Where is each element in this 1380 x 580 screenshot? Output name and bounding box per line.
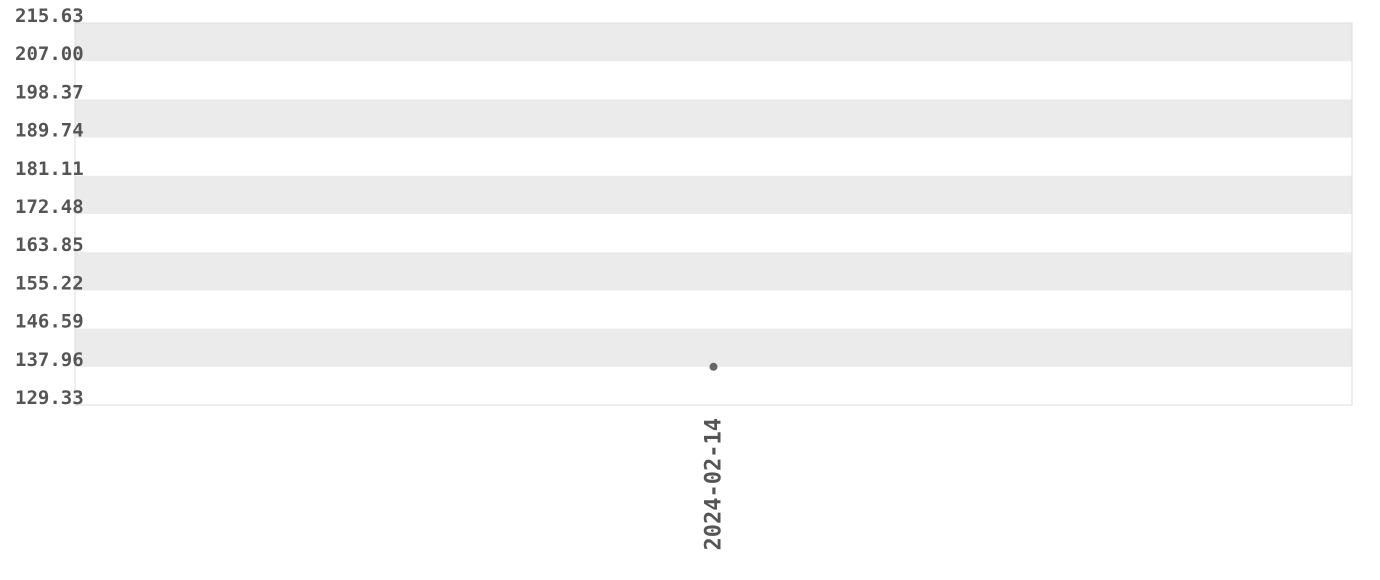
- grid-band: [75, 252, 1352, 291]
- y-tick-label: 129.33: [15, 387, 84, 409]
- grid-band: [75, 23, 1352, 62]
- grid-band: [75, 328, 1352, 367]
- data-point: [709, 362, 718, 371]
- y-tick-label: 172.48: [15, 196, 84, 218]
- grid-band: [75, 175, 1352, 214]
- y-tick-label: 137.96: [15, 349, 84, 371]
- grid-band: [75, 99, 1352, 138]
- plot-border: [74, 22, 1353, 406]
- x-tick-label: 2024-02-14: [702, 418, 727, 550]
- y-tick-label: 189.74: [15, 120, 84, 142]
- y-tick-label: 207.00: [15, 43, 84, 65]
- y-tick-label: 198.37: [15, 81, 84, 103]
- y-tick-label: 215.63: [15, 5, 84, 27]
- y-tick-label: 181.11: [15, 158, 84, 180]
- y-tick-label: 155.22: [15, 272, 84, 294]
- y-tick-label: 163.85: [15, 234, 84, 256]
- y-tick-label: 146.59: [15, 311, 84, 333]
